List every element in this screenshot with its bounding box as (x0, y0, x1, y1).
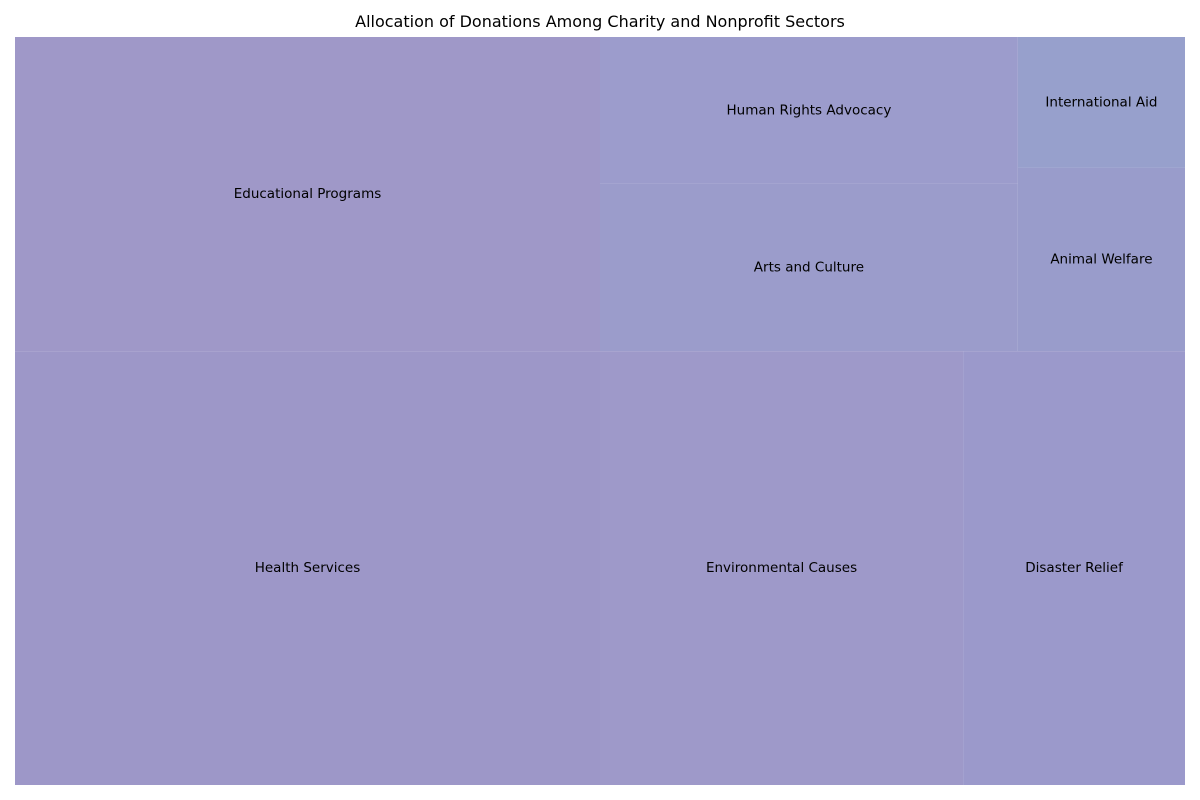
chart-title: Allocation of Donations Among Charity an… (355, 12, 845, 31)
tile-label-human-rights-advocacy: Human Rights Advocacy (727, 102, 892, 118)
tile-label-environmental-causes: Environmental Causes (706, 560, 857, 576)
tile-animal-welfare (1017, 167, 1185, 352)
tile-disaster-relief (963, 351, 1185, 785)
tile-label-educational-programs: Educational Programs (234, 186, 382, 202)
tile-label-health-services: Health Services (255, 560, 361, 576)
tile-arts-and-culture (600, 183, 1018, 352)
tile-label-arts-and-culture: Arts and Culture (754, 259, 864, 275)
tile-label-disaster-relief: Disaster Relief (1025, 560, 1124, 576)
tile-label-international-aid: International Aid (1045, 94, 1157, 110)
tile-international-aid (1017, 37, 1185, 168)
tile-educational-programs (15, 37, 600, 352)
tile-label-animal-welfare: Animal Welfare (1050, 252, 1152, 268)
tile-human-rights-advocacy (600, 37, 1018, 184)
tile-health-services (15, 351, 600, 785)
tile-environmental-causes (600, 351, 964, 785)
